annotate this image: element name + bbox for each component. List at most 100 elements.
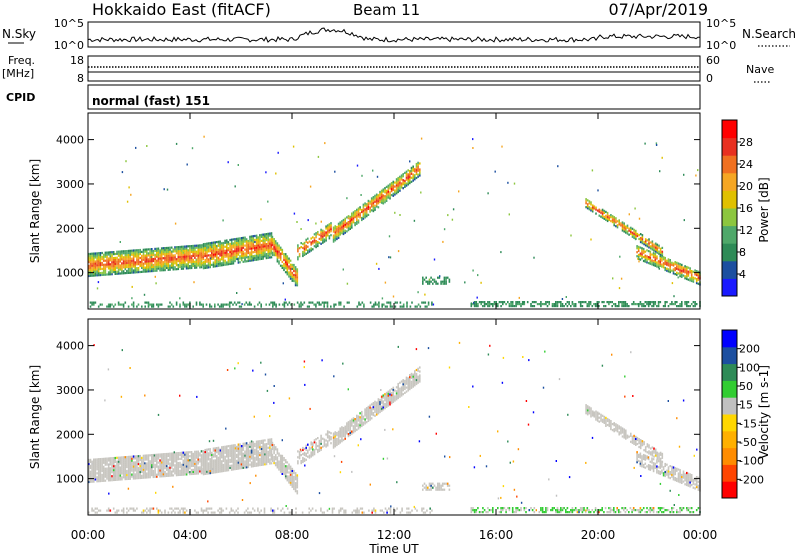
power-echo-cell [294, 266, 297, 269]
power-echo-cell [164, 249, 166, 252]
velocity-echo-cell [387, 404, 390, 407]
velocity-echo-cell [288, 471, 290, 474]
velocity-echo-cell [131, 467, 133, 470]
power-echo-cell [248, 303, 251, 306]
velocity-echo-cell [365, 411, 368, 414]
power-colorbar-swatch [722, 190, 737, 209]
velocity-echo-cell [136, 471, 138, 474]
power-colorbar-tick-label: 24 [739, 158, 753, 171]
power-echo-cell [212, 255, 215, 258]
power-echo-cell [167, 262, 170, 265]
power-echo-cell [279, 256, 282, 259]
velocity-echo-cell [326, 436, 329, 439]
velocity-echo-cell [216, 457, 218, 460]
power-echo-cell [694, 301, 696, 304]
power-echo-cell [342, 222, 345, 226]
velocity-echo-cell [303, 451, 306, 454]
velocity-echo-cell [344, 427, 346, 430]
power-echo-cell [125, 160, 127, 163]
power-echo-cell [651, 248, 654, 251]
power-echo-cell [310, 241, 312, 244]
velocity-echo-cell [162, 471, 165, 474]
velocity-echo-cell [147, 474, 150, 477]
power-echo-cell [177, 248, 180, 251]
power-echo-cell [487, 303, 489, 306]
power-echo-cell [356, 305, 359, 308]
power-echo-cell [628, 213, 630, 216]
power-echo-cell [686, 301, 688, 304]
power-echo-cell [122, 256, 125, 259]
velocity-echo-cell [219, 450, 221, 453]
power-echo-cell [131, 285, 133, 288]
velocity-echo-cell [102, 477, 105, 480]
power-echo-cell [250, 251, 253, 254]
power-echo-cell [322, 235, 324, 238]
velocity-echo-cell [96, 464, 98, 467]
power-echo-cell [271, 243, 274, 246]
power-echo-cell [400, 176, 403, 179]
velocity-echo-cell [242, 464, 245, 467]
velocity-echo-cell [409, 376, 411, 379]
power-echo-cell [596, 303, 599, 306]
power-echo-cell [639, 237, 642, 240]
power-echo-cell [219, 248, 221, 251]
power-echo-cell [222, 243, 225, 247]
power-echo-cell [129, 249, 131, 252]
velocity-echo-cell [240, 451, 243, 454]
power-echo-cell [620, 277, 623, 280]
velocity-echo-cell [229, 454, 231, 458]
power-echo-cell [389, 256, 392, 259]
velocity-echo-cell [94, 468, 97, 471]
velocity-echo-cell [122, 460, 125, 463]
velocity-echo-cell [200, 462, 203, 465]
power-echo-cell [165, 246, 168, 250]
power-echo-cell [216, 257, 218, 260]
velocity-echo-cell [230, 468, 233, 471]
velocity-echo-cell [254, 452, 256, 455]
power-echo-cell [367, 199, 370, 202]
velocity-echo-cell [273, 456, 275, 459]
power-echo-cell [659, 258, 662, 261]
velocity-echo-cell [224, 455, 226, 458]
power-echo-cell [119, 272, 122, 275]
power-echo-cell [278, 250, 280, 253]
power-echo-cell [683, 219, 685, 222]
velocity-echo-cell [303, 447, 306, 450]
power-echo-cell [694, 305, 696, 308]
power-echo-cell [116, 250, 118, 253]
power-echo-cell [151, 305, 153, 308]
velocity-echo-cell [116, 466, 118, 469]
velocity-echo-cell [385, 403, 388, 406]
velocity-echo-cell [648, 444, 650, 447]
power-echo-cell [107, 251, 110, 254]
velocity-echo-cell [124, 474, 127, 477]
power-echo-cell [156, 303, 158, 306]
velocity-echo-cell [214, 449, 216, 452]
velocity-echo-cell [185, 455, 188, 458]
velocity-echo-cell [101, 467, 103, 471]
power-echo-cell [219, 246, 221, 249]
power-echo-cell [209, 250, 211, 253]
velocity-echo-cell [395, 386, 398, 389]
power-echo-cell [589, 303, 592, 306]
velocity-echo-cell [101, 457, 103, 461]
power-echo-cell [307, 241, 309, 244]
power-echo-cell [273, 303, 276, 306]
velocity-echo-cell [237, 465, 240, 468]
power-echo-cell [402, 173, 404, 176]
power-echo-cell [99, 254, 102, 257]
velocity-echo-cell [302, 458, 304, 462]
power-echo-cell [384, 187, 386, 190]
power-echo-cell [674, 267, 676, 270]
power-echo-cell [380, 199, 383, 202]
power-echo-cell [618, 221, 620, 224]
power-echo-cell [365, 205, 368, 208]
power-echo-cell [433, 258, 436, 261]
velocity-echo-cell [603, 421, 606, 424]
noise-panel-frame [87, 21, 701, 48]
velocity-echo-cell [239, 449, 241, 452]
velocity-echo-cell [221, 464, 223, 467]
velocity-echo-cell [206, 456, 208, 459]
power-echo-cell [162, 251, 165, 254]
power-echo-cell [315, 232, 317, 235]
